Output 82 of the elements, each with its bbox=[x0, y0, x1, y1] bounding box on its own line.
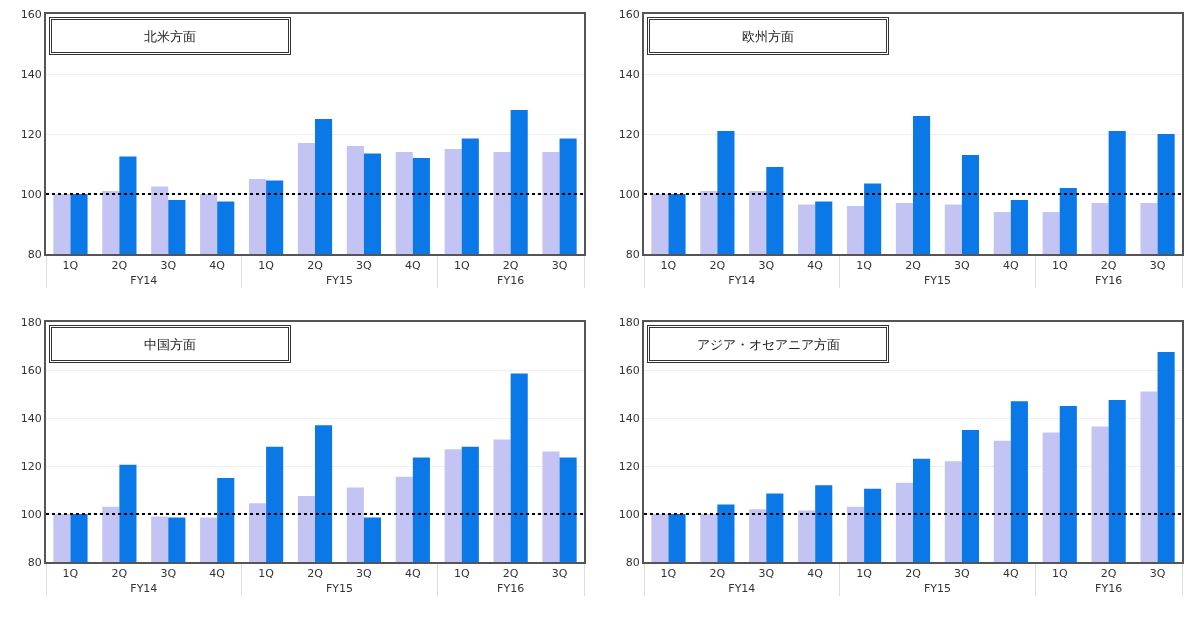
x-tick-label: 1Q bbox=[62, 259, 79, 273]
x-tick-label: 1Q bbox=[258, 567, 275, 581]
x-tick-label: 2Q bbox=[709, 567, 726, 581]
text: FY16 bbox=[497, 274, 525, 288]
text: FY14 bbox=[728, 274, 756, 288]
x-tick-label: 4Q bbox=[1002, 259, 1019, 273]
x-tick-label: 1Q bbox=[856, 259, 873, 273]
y-tick-label: 160 bbox=[618, 363, 640, 377]
text: FY16 bbox=[1095, 582, 1123, 596]
x-tick-label: 4Q bbox=[807, 567, 824, 581]
x-tick-label: 4Q bbox=[404, 259, 421, 273]
x-tick-label: 3Q bbox=[1149, 567, 1166, 581]
x-tick-label: 3Q bbox=[954, 259, 971, 273]
y-tick-label: 100 bbox=[20, 507, 42, 521]
y-tick-label: 120 bbox=[20, 127, 42, 141]
x-tick-label: 2Q bbox=[502, 259, 519, 273]
y-tick-label: 160 bbox=[618, 7, 640, 21]
text: FY16 bbox=[1095, 274, 1123, 288]
y-tick-label: 180 bbox=[618, 315, 640, 329]
x-tick-label: 3Q bbox=[1149, 259, 1166, 273]
x-tick-label: 2Q bbox=[307, 567, 324, 581]
x-tick-label: 2Q bbox=[905, 567, 922, 581]
x-tick-label: 1Q bbox=[660, 567, 677, 581]
text: FY14 bbox=[728, 582, 756, 596]
x-tick-label: 2Q bbox=[1100, 567, 1117, 581]
y-tick-label: 100 bbox=[618, 187, 640, 201]
y-tick-label: 80 bbox=[625, 247, 640, 261]
x-tick-label: 1Q bbox=[660, 259, 677, 273]
x-tick-label: 3Q bbox=[551, 259, 568, 273]
x-tick-label: 2Q bbox=[905, 259, 922, 273]
x-tick-label: 3Q bbox=[160, 259, 177, 273]
x-tick-label: 2Q bbox=[502, 567, 519, 581]
x-tick-label: 2Q bbox=[307, 259, 324, 273]
x-tick-label: 1Q bbox=[258, 259, 275, 273]
text: FY16 bbox=[497, 582, 525, 596]
x-tick-label: 3Q bbox=[356, 567, 373, 581]
x-tick-label: 3Q bbox=[758, 259, 775, 273]
y-tick-label: 140 bbox=[618, 67, 640, 81]
x-tick-label: 3Q bbox=[758, 567, 775, 581]
y-tick-label: 80 bbox=[27, 555, 42, 569]
x-tick-label: 1Q bbox=[1051, 567, 1068, 581]
y-tick-label: 80 bbox=[625, 555, 640, 569]
x-tick-label: 1Q bbox=[1051, 259, 1068, 273]
y-tick-label: 100 bbox=[618, 507, 640, 521]
x-tick-label: 1Q bbox=[62, 567, 79, 581]
x-tick-label: 4Q bbox=[807, 259, 824, 273]
x-tick-label: 1Q bbox=[856, 567, 873, 581]
text: FY14 bbox=[130, 274, 158, 288]
y-tick-label: 120 bbox=[618, 459, 640, 473]
x-tick-label: 1Q bbox=[453, 567, 470, 581]
text: 北米方面 bbox=[144, 29, 196, 44]
text: 欧州方面 bbox=[742, 29, 794, 44]
text: 中国方面 bbox=[144, 337, 196, 352]
y-tick-label: 160 bbox=[20, 363, 42, 377]
text: FY15 bbox=[325, 582, 353, 596]
x-tick-label: 2Q bbox=[1100, 259, 1117, 273]
text: FY15 bbox=[325, 274, 353, 288]
x-tick-label: 3Q bbox=[160, 567, 177, 581]
x-tick-label: 4Q bbox=[209, 567, 226, 581]
y-tick-label: 120 bbox=[20, 459, 42, 473]
y-tick-label: 180 bbox=[20, 315, 42, 329]
x-tick-label: 3Q bbox=[356, 259, 373, 273]
text: FY15 bbox=[923, 274, 951, 288]
y-tick-label: 120 bbox=[618, 127, 640, 141]
x-tick-label: 3Q bbox=[954, 567, 971, 581]
y-tick-label: 140 bbox=[20, 67, 42, 81]
text: アジア・オセアニア方面 bbox=[697, 337, 840, 352]
x-tick-label: 4Q bbox=[404, 567, 421, 581]
y-tick-label: 80 bbox=[27, 247, 42, 261]
x-tick-label: 2Q bbox=[111, 259, 128, 273]
x-tick-label: 4Q bbox=[1002, 567, 1019, 581]
x-tick-label: 2Q bbox=[111, 567, 128, 581]
text: FY14 bbox=[130, 582, 158, 596]
x-tick-label: 1Q bbox=[453, 259, 470, 273]
y-tick-label: 140 bbox=[618, 411, 640, 425]
x-tick-label: 3Q bbox=[551, 567, 568, 581]
y-tick-label: 140 bbox=[20, 411, 42, 425]
x-tick-label: 4Q bbox=[209, 259, 226, 273]
text: FY15 bbox=[923, 582, 951, 596]
y-tick-label: 160 bbox=[20, 7, 42, 21]
x-tick-label: 2Q bbox=[709, 259, 726, 273]
y-tick-label: 100 bbox=[20, 187, 42, 201]
